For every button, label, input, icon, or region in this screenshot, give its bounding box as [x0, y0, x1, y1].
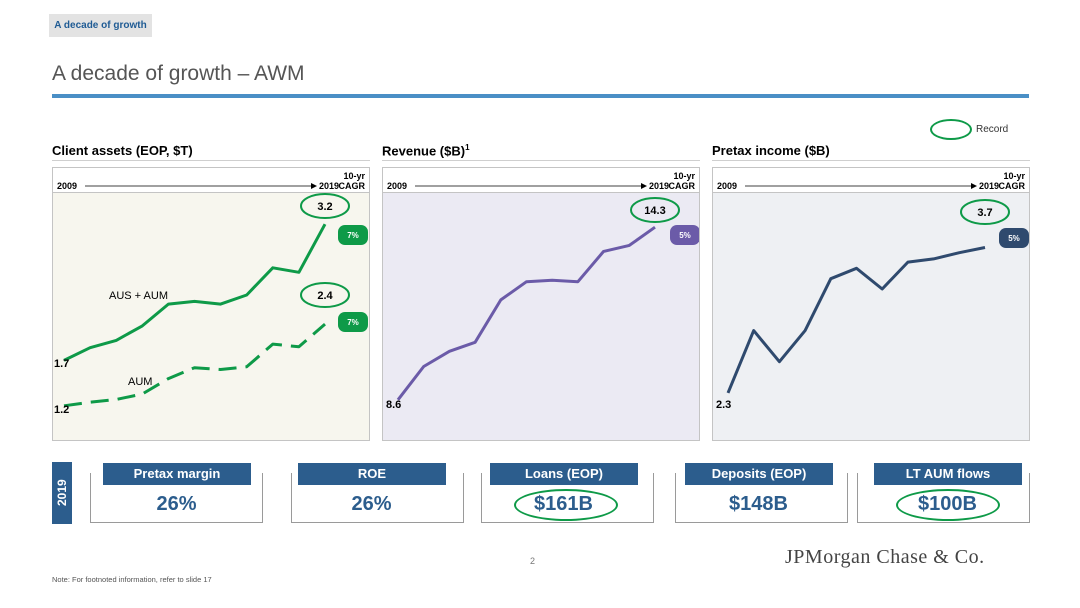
kpi-value-pretax-margin: 26% — [156, 493, 197, 515]
x-end-label: 2019 — [649, 181, 669, 191]
kpi-card-loans — [481, 473, 654, 523]
client-assets-title: Client assets (EOP, $T) — [52, 143, 193, 158]
cagr-header-line1: 10-yr — [673, 171, 695, 181]
series-start-label-0: 1.7 — [54, 358, 69, 370]
record-oval-lt-aum-flows — [896, 489, 1000, 521]
cagr-header-line2: CAGR — [339, 181, 366, 191]
page-number: 2 — [530, 556, 536, 566]
x-start-label: 2009 — [387, 181, 407, 191]
revenue-title-text: Revenue ($B) — [382, 143, 466, 159]
revenue-chart: 2009 2019 10-yr CAGR 8.6 14.3 5% — [382, 167, 700, 441]
timeline-arrow-head-icon — [641, 183, 647, 189]
series-line-0 — [726, 246, 986, 394]
cagr-badge-label-1: 7% — [347, 318, 359, 327]
footnote: Note: For footnoted information, refer t… — [52, 575, 212, 584]
x-end-label: 2019 — [319, 181, 339, 191]
x-end-label: 2019 — [979, 181, 999, 191]
series-end-label-0: 14.3 — [644, 205, 665, 217]
record-oval-0 — [300, 193, 350, 219]
series-line-0 — [396, 225, 656, 401]
cagr-badge-label-0: 5% — [1008, 234, 1020, 243]
kpi-card-lt-aum-flows — [857, 473, 1030, 523]
chart-header-band — [53, 168, 369, 192]
series-annotation-aum: AUM — [128, 376, 152, 388]
cagr-header-line2: CAGR — [669, 181, 696, 191]
series-annotation-aus_aum: AUS + AUM — [109, 290, 168, 302]
timeline-arrow-head-icon — [971, 183, 977, 189]
cagr-header-line1: 10-yr — [1003, 171, 1025, 181]
record-legend: Record — [930, 119, 1040, 143]
series-start-label-0: 8.6 — [386, 399, 401, 411]
series-end-label-0: 3.7 — [977, 207, 992, 219]
revenue-title-rule — [382, 160, 700, 161]
series-line-0 — [63, 223, 327, 362]
section-tag: A decade of growth — [49, 14, 152, 37]
kpi-label-lt-aum-flows: LT AUM flows — [874, 463, 1022, 485]
cagr-badge-0 — [670, 225, 699, 245]
kpi-label-deposits: Deposits (EOP) — [685, 463, 833, 485]
record-oval-icon — [930, 119, 972, 140]
pretax-income-chart: 2009 2019 10-yr CAGR 2.3 3.7 5% — [712, 167, 1030, 441]
record-oval-0 — [960, 199, 1010, 225]
pretax-income-title: Pretax income ($B) — [712, 143, 830, 158]
kpi-value-roe: 26% — [351, 493, 392, 515]
pretax-income-title-rule — [712, 160, 1030, 161]
cagr-badge-0 — [338, 225, 368, 245]
series-end-label-1: 2.4 — [317, 290, 333, 302]
page-title: A decade of growth – AWM — [52, 62, 305, 85]
company-logo: JPMorgan Chase & Co. — [785, 546, 985, 568]
record-oval-0 — [630, 197, 680, 223]
cagr-badge-label-0: 5% — [679, 231, 691, 240]
cagr-badge-label-0: 7% — [347, 231, 359, 240]
chart-header-band — [713, 168, 1029, 192]
cagr-badge-0 — [999, 228, 1029, 248]
kpi-label-roe: ROE — [298, 463, 446, 485]
revenue-title: Revenue ($B)1 — [382, 143, 470, 158]
series-start-label-0: 2.3 — [716, 399, 731, 411]
chart-header-band — [383, 168, 699, 192]
cagr-header-line2: CAGR — [999, 181, 1026, 191]
timeline-arrow-head-icon — [311, 183, 317, 189]
cagr-header-line1: 10-yr — [343, 171, 365, 181]
year-badge — [52, 462, 72, 524]
x-start-label: 2009 — [57, 181, 77, 191]
kpi-card-deposits — [675, 473, 848, 523]
series-start-label-1: 1.2 — [54, 404, 69, 416]
series-end-label-0: 3.2 — [317, 201, 332, 213]
record-oval-loans — [514, 489, 618, 521]
kpi-label-pretax-margin: Pretax margin — [103, 463, 251, 485]
title-rule — [52, 94, 1029, 98]
kpi-value-deposits: $148B — [729, 493, 788, 515]
record-oval-1 — [300, 282, 350, 308]
revenue-footnote: 1 — [465, 143, 470, 152]
year-label: 2019 — [55, 479, 69, 507]
cagr-badge-1 — [338, 312, 368, 332]
record-legend-label: Record — [976, 124, 1009, 135]
client-assets-title-rule — [52, 160, 370, 161]
kpi-card-roe — [291, 473, 464, 523]
client-assets-chart: 2009 2019 10-yr CAGR 1.7 3.2 7% 1.2 2.4 7% AUS + A… — [52, 167, 370, 441]
kpi-card-pretax-margin — [90, 473, 263, 523]
x-start-label: 2009 — [717, 181, 737, 191]
series-line-1 — [63, 322, 326, 408]
kpi-label-loans: Loans (EOP) — [490, 463, 638, 485]
